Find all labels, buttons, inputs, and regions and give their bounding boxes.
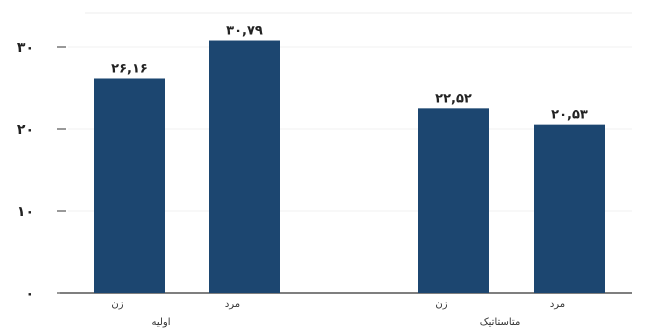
bar — [534, 124, 605, 294]
bars — [94, 40, 605, 294]
category-label: مرد — [550, 299, 565, 310]
y-tick-label: ۰ — [25, 286, 34, 302]
y-tick-label: ۲۰ — [17, 122, 34, 138]
data-label: ۳۰,۷۹ — [226, 24, 263, 39]
category-label: مرد — [225, 299, 240, 310]
group-label: متاستاتیک — [480, 317, 521, 328]
data-label: ۲۶,۱۶ — [111, 61, 148, 76]
y-tick-label: ۱۰ — [17, 204, 34, 220]
group-label: اولیه — [151, 317, 170, 328]
bar — [418, 108, 489, 293]
y-tick-label: ۳۰ — [17, 40, 34, 56]
labels: ۲۶,۱۶ زن ۳۰,۷۹ مرد اولیه ۲۲,۵۲ زن ۲۰,۵۳ مرد متاست… — [111, 24, 588, 328]
bar — [209, 40, 280, 293]
data-label: ۲۲,۵۲ — [435, 91, 472, 106]
bar — [94, 78, 165, 293]
data-label: ۲۰,۵۳ — [551, 108, 588, 123]
category-label: زن — [111, 299, 123, 310]
category-label: زن — [435, 299, 447, 310]
